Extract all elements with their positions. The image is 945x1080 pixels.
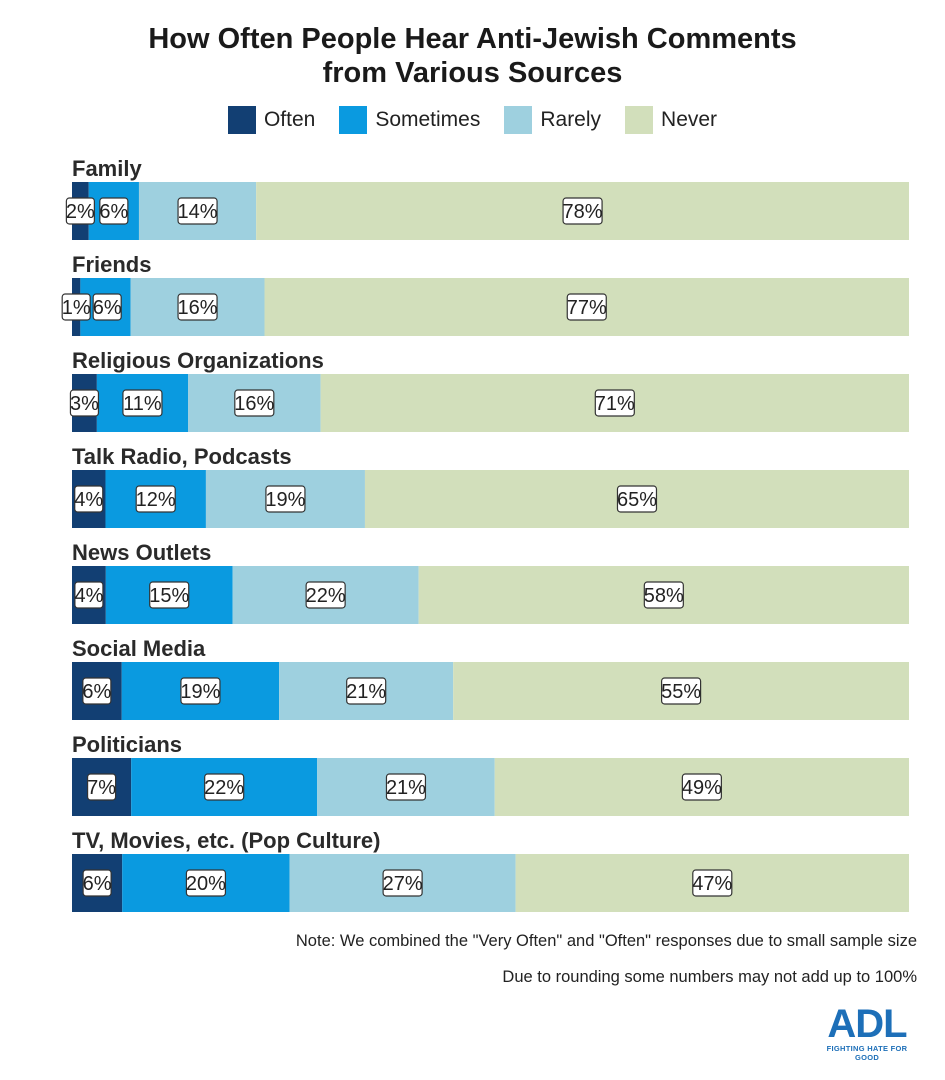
- legend-label-sometimes: Sometimes: [375, 108, 481, 131]
- value-box-religious-organizations-sometimes: [122, 389, 163, 417]
- category-label-politicians: Politicians: [72, 732, 182, 757]
- value-label-politicians-often: 7%: [87, 777, 116, 799]
- value-box-friends-never: [566, 293, 607, 321]
- value-label-social-media-rarely: 21%: [346, 681, 386, 703]
- value-box-news-outlets-never: [643, 581, 684, 609]
- value-box-religious-organizations-often: [69, 389, 100, 417]
- category-label-social-media: Social Media: [72, 636, 206, 661]
- value-label-religious-organizations-rarely: 16%: [234, 393, 274, 415]
- value-label-social-media-never: 55%: [661, 681, 701, 703]
- value-label-politicians-sometimes: 22%: [204, 777, 244, 799]
- value-label-family-rarely: 14%: [178, 201, 218, 223]
- value-label-religious-organizations-sometimes: 11%: [123, 393, 162, 415]
- value-box-talk-radio-podcasts-sometimes: [135, 485, 176, 513]
- adl-logo: ADL FIGHTING HATE FOR GOOD: [817, 1004, 917, 1062]
- value-box-politicians-sometimes: [204, 773, 245, 801]
- value-label-friends-sometimes: 6%: [93, 297, 122, 319]
- legend-swatch-never: [625, 106, 654, 134]
- value-label-news-outlets-rarely: 22%: [306, 585, 346, 607]
- chart-title-line2: from Various Sources: [322, 57, 623, 89]
- value-label-politicians-never: 49%: [682, 777, 722, 799]
- legend-item-never: Never: [625, 106, 717, 134]
- category-label-religious-organizations: Religious Organizations: [72, 348, 324, 373]
- value-box-news-outlets-often: [74, 581, 104, 609]
- category-label-family: Family: [72, 156, 142, 181]
- value-box-tv-movies-etc-pop-culture-never: [692, 869, 733, 897]
- adl-logo-tagline: FIGHTING HATE FOR GOOD: [826, 1044, 908, 1062]
- value-box-politicians-never: [681, 773, 722, 801]
- value-box-social-media-sometimes: [180, 677, 221, 705]
- value-box-social-media-often: [82, 677, 112, 705]
- note-rounding: Due to rounding some numbers may not add…: [502, 968, 917, 986]
- value-label-religious-organizations-never: 71%: [595, 393, 635, 415]
- value-label-tv-movies-etc-pop-culture-never: 47%: [692, 873, 732, 895]
- value-box-friends-rarely: [177, 293, 218, 321]
- value-label-social-media-sometimes: 19%: [180, 681, 220, 703]
- value-label-tv-movies-etc-pop-culture-rarely: 27%: [383, 873, 423, 895]
- value-label-religious-organizations-often: 3%: [70, 393, 99, 415]
- value-box-family-sometimes: [99, 197, 129, 225]
- value-label-talk-radio-podcasts-sometimes: 12%: [136, 489, 176, 511]
- value-label-tv-movies-etc-pop-culture-often: 6%: [83, 873, 112, 895]
- value-label-news-outlets-sometimes: 15%: [149, 585, 189, 607]
- value-box-friends-sometimes: [92, 293, 122, 321]
- chart-title-line1: How Often People Hear Anti-Jewish Commen…: [148, 23, 797, 55]
- legend-item-often: Often: [227, 106, 316, 134]
- category-label-talk-radio-podcasts: Talk Radio, Podcasts: [72, 444, 292, 469]
- value-box-politicians-rarely: [385, 773, 427, 801]
- value-box-news-outlets-sometimes: [149, 581, 190, 609]
- legend-item-rarely: Rarely: [504, 106, 601, 134]
- legend-label-never: Never: [661, 108, 718, 131]
- value-label-family-sometimes: 6%: [99, 201, 128, 223]
- value-box-tv-movies-etc-pop-culture-sometimes: [185, 869, 227, 897]
- value-box-religious-organizations-rarely: [234, 389, 275, 417]
- value-label-family-often: 2%: [66, 201, 95, 223]
- chart-title: How Often People Hear Anti-Jewish Commen…: [0, 22, 945, 90]
- value-label-friends-rarely: 16%: [178, 297, 218, 319]
- legend-item-sometimes: Sometimes: [339, 106, 480, 134]
- value-box-talk-radio-podcasts-rarely: [265, 485, 306, 513]
- legend: Often Sometimes Rarely Never: [0, 106, 945, 134]
- legend-swatch-often: [227, 106, 256, 134]
- value-label-politicians-rarely: 21%: [386, 777, 426, 799]
- note-combined: Note: We combined the "Very Often" and "…: [295, 932, 917, 950]
- category-label-friends: Friends: [72, 252, 151, 277]
- value-label-tv-movies-etc-pop-culture-sometimes: 20%: [186, 873, 226, 895]
- category-label-news-outlets: News Outlets: [72, 540, 211, 565]
- value-label-talk-radio-podcasts-often: 4%: [74, 489, 103, 511]
- category-label-tv-movies-etc-pop-culture: TV, Movies, etc. (Pop Culture): [72, 828, 380, 853]
- value-box-tv-movies-etc-pop-culture-often: [82, 869, 112, 897]
- value-label-friends-often: 1%: [62, 297, 91, 319]
- value-box-social-media-never: [661, 677, 702, 705]
- value-box-family-rarely: [177, 197, 218, 225]
- value-box-talk-radio-podcasts-often: [74, 485, 104, 513]
- value-box-politicians-often: [86, 773, 117, 801]
- value-label-news-outlets-never: 58%: [644, 585, 684, 607]
- value-label-social-media-often: 6%: [82, 681, 111, 703]
- adl-logo-mark: ADL: [827, 1002, 907, 1046]
- legend-swatch-sometimes: [339, 106, 368, 134]
- value-label-talk-radio-podcasts-never: 65%: [617, 489, 657, 511]
- legend-swatch-rarely: [504, 106, 533, 134]
- legend-label-often: Often: [263, 108, 316, 131]
- value-box-family-often: [65, 197, 95, 225]
- value-label-friends-never: 77%: [567, 297, 607, 319]
- value-box-tv-movies-etc-pop-culture-rarely: [382, 869, 423, 897]
- value-box-social-media-rarely: [346, 677, 387, 705]
- legend-label-rarely: Rarely: [540, 108, 602, 131]
- value-box-talk-radio-podcasts-never: [616, 485, 658, 513]
- value-label-talk-radio-podcasts-rarely: 19%: [265, 489, 305, 511]
- value-box-news-outlets-rarely: [305, 581, 346, 609]
- value-box-family-never: [562, 197, 603, 225]
- value-label-family-never: 78%: [563, 201, 603, 223]
- value-box-friends-often: [61, 293, 91, 321]
- value-box-religious-organizations-never: [594, 389, 635, 417]
- value-label-news-outlets-often: 4%: [74, 585, 103, 607]
